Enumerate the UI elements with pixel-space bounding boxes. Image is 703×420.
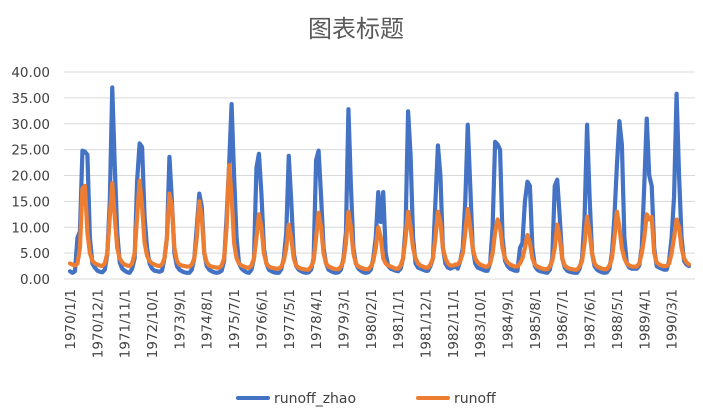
x-tick-label: 1978/4/1	[309, 289, 325, 350]
y-tick-label: 30.00	[11, 117, 50, 133]
x-tick-label: 1977/5/1	[282, 289, 298, 350]
x-tick-label: 1973/9/1	[172, 289, 188, 350]
y-tick-label: 35.00	[11, 91, 50, 107]
x-tick-label: 1976/6/1	[254, 289, 270, 350]
chart-title: 图表标题	[308, 15, 404, 43]
legend: runoff_zhao runoff	[236, 391, 496, 407]
legend-label: runoff_zhao	[274, 391, 356, 407]
x-tick-label: 1985/8/1	[528, 289, 544, 350]
y-tick-label: 10.00	[11, 220, 50, 236]
series-lines	[67, 85, 692, 275]
x-tick-label: 1979/3/1	[336, 289, 352, 350]
x-tick-label: 1975/7/1	[227, 289, 243, 350]
x-tick-label: 1970/12/1	[90, 289, 106, 358]
series-line-runoff	[67, 163, 692, 272]
x-tick-label: 1970/1/1	[63, 289, 79, 350]
x-tick-label: 1990/3/1	[665, 289, 681, 350]
x-tick-label: 1971/11/1	[118, 289, 134, 358]
x-tick-label: 1984/9/1	[501, 289, 517, 350]
y-tick-label: 5.00	[20, 246, 50, 262]
x-tick-label: 1980/2/1	[364, 289, 380, 350]
x-tick-label: 1981/1/1	[391, 289, 407, 350]
y-tick-label: 40.00	[11, 65, 50, 81]
y-axis-ticks: 0.00 5.00 10.00 15.00 20.00 25.00 30.00 35.00 40…	[11, 65, 50, 288]
x-tick-label: 1982/11/1	[446, 289, 462, 358]
x-tick-label: 1981/12/1	[418, 289, 434, 358]
series-line-runoff_zhao	[67, 85, 692, 275]
y-tick-label: 25.00	[11, 143, 50, 159]
y-tick-label: 0.00	[20, 272, 50, 288]
x-tick-label: 1986/7/1	[555, 289, 571, 350]
y-tick-label: 15.00	[11, 194, 50, 210]
x-tick-label: 1988/5/1	[610, 289, 626, 350]
y-gridlines	[64, 71, 695, 280]
x-axis-ticks: 1970/1/1 1970/12/1 1971/11/1 1972/10/1 1973/…	[63, 289, 681, 358]
x-tick-label: 1974/8/1	[200, 289, 216, 350]
legend-label: runoff	[454, 391, 496, 407]
x-tick-label: 1983/10/1	[473, 289, 489, 358]
y-tick-label: 20.00	[11, 169, 50, 185]
x-tick-label: 1989/4/1	[637, 289, 653, 350]
x-tick-label: 1987/6/1	[583, 289, 599, 350]
x-tick-label: 1972/10/1	[145, 289, 161, 358]
